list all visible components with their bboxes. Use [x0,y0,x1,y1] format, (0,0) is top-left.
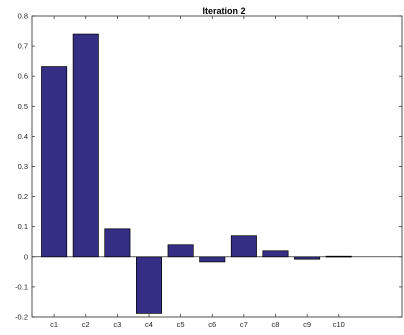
y-tick-label: -0.2 [15,313,28,322]
y-tick-label: 0.5 [18,102,28,111]
bar-c4 [136,256,163,314]
x-tick-label: c9 [303,320,311,329]
bar-c1 [41,66,68,258]
bar-c6 [199,256,226,263]
bar-c2 [72,33,99,258]
y-tick-label: 0.2 [18,192,28,201]
x-tick-label: c2 [82,320,90,329]
y-tick-label: 0.8 [18,12,28,21]
x-tick-label: c5 [177,320,185,329]
x-tick-label: c10 [333,320,345,329]
bar-c9 [294,256,321,260]
y-tick-label: 0.7 [18,42,28,51]
bar-c7 [230,235,257,258]
y-tick-label: -0.1 [15,282,28,291]
y-tick-label: 0.1 [18,222,28,231]
chart-title: Iteration 2 [202,6,245,16]
x-tick-label: c1 [50,320,58,329]
x-tick-label: c7 [240,320,248,329]
plot-area: -0.2 -0.1 0 0.1 0.2 0.3 0.4 0.5 0.6 0.7 0.8 c1 c2 c3 c… [15,12,403,329]
bar-c8 [262,250,289,258]
y-tick-label: 0.3 [18,162,28,171]
y-tick-label: 0.6 [18,72,28,81]
bar-c3 [104,228,131,258]
y-tick-label: 0.4 [18,132,28,141]
x-tick-label: c6 [208,320,216,329]
y-tick-label: 0 [24,252,28,261]
x-tick-label: c4 [145,320,153,329]
x-tick-label: c3 [113,320,121,329]
x-tick-label: c8 [272,320,280,329]
bar-c5 [167,244,194,258]
